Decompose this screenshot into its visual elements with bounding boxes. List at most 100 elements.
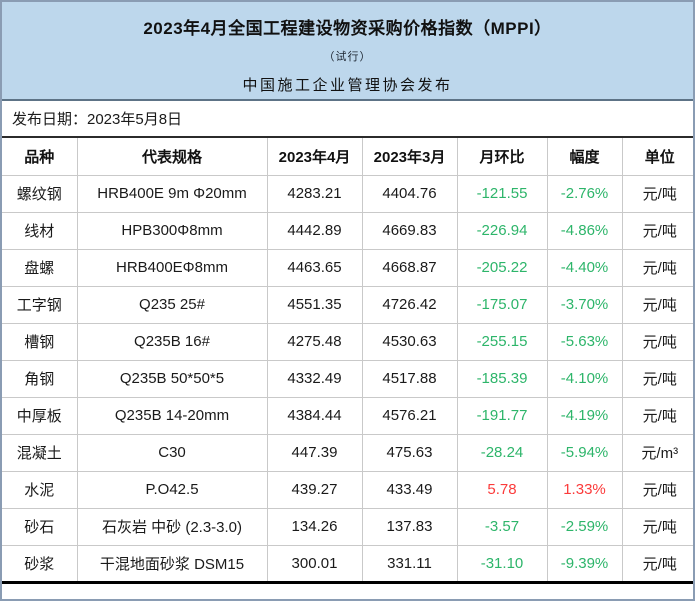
mom-pct-cell: -4.86% xyxy=(546,211,623,250)
variety-cell: 螺纹钢 xyxy=(2,174,78,213)
mar-price-cell: 433.49 xyxy=(361,470,458,509)
mom-pct-cell: -5.94% xyxy=(546,433,623,472)
release-date-row: 发布日期：2023年5月8日 xyxy=(2,101,693,138)
unit-cell: 元/吨 xyxy=(621,396,693,435)
unit-cell: 元/吨 xyxy=(621,174,693,213)
table-row: 砂石 石灰岩 中砂 (2.3-3.0) 134.26 137.83 -3.57 -2.59… xyxy=(2,507,693,546)
mar-price-cell: 4669.83 xyxy=(361,211,458,250)
variety-cell: 混凝土 xyxy=(2,433,78,472)
mom-pct-cell: -2.59% xyxy=(546,507,623,546)
mar-price-cell: 4668.87 xyxy=(361,248,458,287)
apr-price-cell: 4463.65 xyxy=(266,248,363,287)
variety-cell: 砂石 xyxy=(2,507,78,546)
column-header-spec: 代表规格 xyxy=(76,138,268,176)
mom-pct-cell: -5.63% xyxy=(546,322,623,361)
spec-cell: HRB400EΦ8mm xyxy=(76,248,268,287)
unit-cell: 元/吨 xyxy=(621,211,693,250)
column-header-pct: 幅度 xyxy=(546,138,623,176)
variety-cell: 工字钢 xyxy=(2,285,78,324)
spec-cell: C30 xyxy=(76,433,268,472)
apr-price-cell: 4384.44 xyxy=(266,396,363,435)
mom-change-cell: -191.77 xyxy=(456,396,548,435)
apr-price-cell: 4442.89 xyxy=(266,211,363,250)
mom-change-cell: -3.57 xyxy=(456,507,548,546)
mom-pct-cell: -2.76% xyxy=(546,174,623,213)
mom-pct-cell: 1.33% xyxy=(546,470,623,509)
unit-cell: 元/吨 xyxy=(621,544,693,583)
mom-change-cell: -185.39 xyxy=(456,359,548,398)
variety-cell: 角钢 xyxy=(2,359,78,398)
mar-price-cell: 4576.21 xyxy=(361,396,458,435)
mom-change-cell: -121.55 xyxy=(456,174,548,213)
spec-cell: HRB400E 9m Φ20mm xyxy=(76,174,268,213)
unit-cell: 元/吨 xyxy=(621,470,693,509)
table-row: 工字钢 Q235 25# 4551.35 4726.42 -175.07 -3.70% 元/… xyxy=(2,285,693,324)
price-index-table: 品种 代表规格 2023年4月 2023年3月 月环比 幅度 单位 螺纹钢 HRB… xyxy=(2,138,693,584)
unit-cell: 元/吨 xyxy=(621,285,693,324)
apr-price-cell: 300.01 xyxy=(266,544,363,583)
mom-change-cell: -205.22 xyxy=(456,248,548,287)
spec-cell: 干混地面砂浆 DSM15 xyxy=(76,544,268,583)
table-row: 线材 HPB300Φ8mm 4442.89 4669.83 -226.94 -4.86% 元… xyxy=(2,211,693,250)
release-date-label: 发布日期：2023年5月8日 xyxy=(12,111,183,128)
report-title: 2023年4月全国工程建设物资采购价格指数（MPPI） xyxy=(143,19,552,38)
mar-price-cell: 4517.88 xyxy=(361,359,458,398)
table-row: 盘螺 HRB400EΦ8mm 4463.65 4668.87 -205.22 -4.40%… xyxy=(2,248,693,287)
spec-cell: Q235B 14-20mm xyxy=(76,396,268,435)
table-row: 角钢 Q235B 50*50*5 4332.49 4517.88 -185.39 -4.1… xyxy=(2,359,693,398)
spec-cell: Q235B 16# xyxy=(76,322,268,361)
mar-price-cell: 475.63 xyxy=(361,433,458,472)
variety-cell: 槽钢 xyxy=(2,322,78,361)
mar-price-cell: 4530.63 xyxy=(361,322,458,361)
spec-cell: Q235 25# xyxy=(76,285,268,324)
apr-price-cell: 447.39 xyxy=(266,433,363,472)
report-header-band: 2023年4月全国工程建设物资采购价格指数（MPPI） （试行） 中国施工企业管… xyxy=(2,2,693,101)
mom-change-cell: -175.07 xyxy=(456,285,548,324)
column-header-mom: 月环比 xyxy=(456,138,548,176)
table-row: 中厚板 Q235B 14-20mm 4384.44 4576.21 -191.77 -4.… xyxy=(2,396,693,435)
spec-cell: P.O42.5 xyxy=(76,470,268,509)
column-header-unit: 单位 xyxy=(621,138,693,176)
unit-cell: 元/吨 xyxy=(621,322,693,361)
spec-cell: HPB300Φ8mm xyxy=(76,211,268,250)
variety-cell: 线材 xyxy=(2,211,78,250)
unit-cell: 元/吨 xyxy=(621,359,693,398)
apr-price-cell: 4551.35 xyxy=(266,285,363,324)
apr-price-cell: 4283.21 xyxy=(266,174,363,213)
table-header-row: 品种 代表规格 2023年4月 2023年3月 月环比 幅度 单位 xyxy=(2,138,693,176)
apr-price-cell: 4332.49 xyxy=(266,359,363,398)
column-header-apr-2023: 2023年4月 xyxy=(266,138,363,176)
column-header-variety: 品种 xyxy=(2,138,78,176)
mom-pct-cell: -4.19% xyxy=(546,396,623,435)
mom-pct-cell: -9.39% xyxy=(546,544,623,583)
table-row: 螺纹钢 HRB400E 9m Φ20mm 4283.21 4404.76 -121.55… xyxy=(2,174,693,213)
mom-pct-cell: -4.40% xyxy=(546,248,623,287)
mom-change-cell: 5.78 xyxy=(456,470,548,509)
mom-change-cell: -255.15 xyxy=(456,322,548,361)
spec-cell: Q235B 50*50*5 xyxy=(76,359,268,398)
variety-cell: 砂浆 xyxy=(2,544,78,583)
apr-price-cell: 134.26 xyxy=(266,507,363,546)
table-row: 槽钢 Q235B 16# 4275.48 4530.63 -255.15 -5.63% 元/… xyxy=(2,322,693,361)
mom-change-cell: -28.24 xyxy=(456,433,548,472)
mar-price-cell: 4726.42 xyxy=(361,285,458,324)
unit-cell: 元/吨 xyxy=(621,248,693,287)
variety-cell: 水泥 xyxy=(2,470,78,509)
column-header-mar-2023: 2023年3月 xyxy=(361,138,458,176)
mom-pct-cell: -3.70% xyxy=(546,285,623,324)
mom-pct-cell: -4.10% xyxy=(546,359,623,398)
variety-cell: 中厚板 xyxy=(2,396,78,435)
table-row: 水泥 P.O42.5 439.27 433.49 5.78 1.33% 元/吨 xyxy=(2,470,693,509)
mom-change-cell: -31.10 xyxy=(456,544,548,583)
unit-cell: 元/吨 xyxy=(621,507,693,546)
report-publisher: 中国施工企业管理协会发布 xyxy=(242,78,453,94)
mar-price-cell: 137.83 xyxy=(361,507,458,546)
unit-cell: 元/m³ xyxy=(621,433,693,472)
table-row: 混凝土 C30 447.39 475.63 -28.24 -5.94% 元/m³ xyxy=(2,433,693,472)
mar-price-cell: 4404.76 xyxy=(361,174,458,213)
variety-cell: 盘螺 xyxy=(2,248,78,287)
mom-change-cell: -226.94 xyxy=(456,211,548,250)
apr-price-cell: 4275.48 xyxy=(266,322,363,361)
table-row: 砂浆 干混地面砂浆 DSM15 300.01 331.11 -31.10 -9.39% 元/… xyxy=(2,544,693,583)
